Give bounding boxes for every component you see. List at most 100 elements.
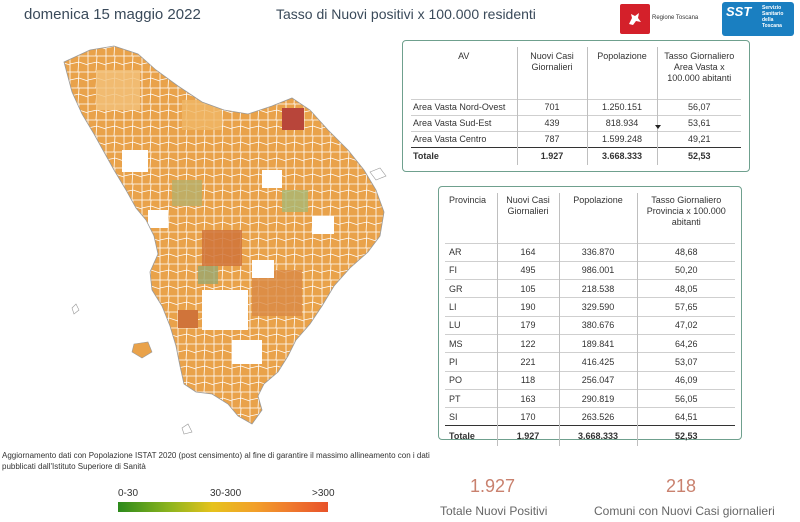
cell-rate: 56,05 <box>636 388 735 408</box>
legend-high-label: >300 <box>312 488 335 499</box>
province-table-body: AR 164 336.870 48,68 FI 495 986.001 50,20 GR 105 2… <box>445 242 735 446</box>
cell-total-label: Totale <box>445 425 497 446</box>
cell-cases: 105 <box>496 279 559 298</box>
cell-total-rate: 52,53 <box>656 146 741 165</box>
report-date: domenica 15 maggio 2022 <box>24 6 201 23</box>
cell-total-population: 3.668.333 <box>586 146 657 165</box>
cell-province: PT <box>445 388 497 408</box>
table-total-row: Totale 1.927 3.668.333 52,53 <box>411 146 741 165</box>
cell-province: SI <box>445 407 497 426</box>
legend-gradient-bar <box>118 502 328 512</box>
cell-province: PI <box>445 352 497 372</box>
cell-population: 818.934 <box>586 114 657 131</box>
col-header-population[interactable]: Popolazione <box>586 47 657 99</box>
cell-population: 329.590 <box>558 297 637 317</box>
update-note: Aggiornamento dati con Popolazione ISTAT… <box>2 451 430 471</box>
color-legend: 0-30 30-300 >300 <box>118 488 335 514</box>
cell-province: MS <box>445 333 497 353</box>
cell-cases: 118 <box>496 370 559 390</box>
cell-total-population: 3.668.333 <box>558 425 637 446</box>
cell-province: LI <box>445 297 497 317</box>
comuni-count-value: 218 <box>666 476 697 496</box>
table-row: Area Vasta Centro 787 1.599.248 49,21 <box>411 130 741 147</box>
table-row: GR 105 218.538 48,05 <box>445 279 735 298</box>
cell-cases: 122 <box>496 333 559 353</box>
table-row: MS 122 189.841 64,26 <box>445 333 735 353</box>
total-positives-value: 1.927 <box>470 476 516 496</box>
table-row: Area Vasta Sud-Est 439 818.934 53,61 <box>411 114 741 131</box>
province-table-panel: Provincia Nuovi Casi Giornalieri Popolaz… <box>438 186 742 446</box>
table-total-row: Totale 1.927 3.668.333 52,53 <box>445 425 735 446</box>
comuni-count-label: Comuni con Nuovi Casi giornalieri <box>594 504 775 518</box>
pegasus-icon <box>629 13 641 25</box>
legend-low-label: 0-30 <box>118 488 139 499</box>
table-row: PI 221 416.425 53,07 <box>445 352 735 372</box>
col-header-population[interactable]: Popolazione <box>558 193 637 243</box>
sst-fullname: Servizio Sanitario della Toscana <box>762 5 784 29</box>
cell-province: FI <box>445 260 497 280</box>
cell-rate: 53,61 <box>656 114 741 131</box>
cell-province: PO <box>445 370 497 390</box>
cell-population: 336.870 <box>558 242 637 262</box>
cell-cases: 701 <box>516 98 587 115</box>
sst-acronym: SST <box>726 4 752 19</box>
cell-province: LU <box>445 315 497 335</box>
cell-rate: 56,07 <box>656 98 741 115</box>
table-row: AR 164 336.870 48,68 <box>445 242 735 262</box>
cell-cases: 221 <box>496 352 559 372</box>
cell-province: GR <box>445 279 497 298</box>
col-header-av[interactable]: AV <box>458 51 470 61</box>
col-header-new-cases[interactable]: Nuovi Casi Giornalieri <box>516 47 587 99</box>
island-gorgona <box>71 303 80 315</box>
regione-badge <box>620 4 650 34</box>
cell-rate: 64,51 <box>636 407 735 426</box>
col-header-province[interactable]: Provincia <box>449 195 487 205</box>
cell-population: 263.526 <box>558 407 637 426</box>
cell-area: Area Vasta Centro <box>411 130 517 147</box>
cell-province: AR <box>445 242 497 262</box>
regione-toscana-logo: Regione Toscana <box>620 4 704 34</box>
province-table: Provincia Nuovi Casi Giornalieri Popolaz… <box>445 193 735 446</box>
cell-total-cases: 1.927 <box>496 425 559 446</box>
cell-population: 380.676 <box>558 315 637 335</box>
col-header-rate[interactable]: Tasso Giornaliero Provincia x 100.000 ab… <box>636 193 735 243</box>
cell-cases: 163 <box>496 388 559 408</box>
cell-rate: 49,21 <box>656 130 741 147</box>
report-headline: Tasso di Nuovi positivi x 100.000 reside… <box>276 6 536 22</box>
sort-descending-icon[interactable] <box>655 125 661 129</box>
table-header-row: Provincia Nuovi Casi Giornalieri Popolaz… <box>445 193 735 243</box>
legend-mid-label: 30-300 <box>210 488 242 499</box>
cell-cases: 179 <box>496 315 559 335</box>
area-vasta-table: AV Nuovi Casi Giornalieri Popolazione Ta… <box>411 47 741 165</box>
table-row: SI 170 263.526 64,51 <box>445 407 735 426</box>
table-row: LI 190 329.590 57,65 <box>445 297 735 317</box>
cell-rate: 64,26 <box>636 333 735 353</box>
enclave-marker <box>369 167 387 181</box>
cell-cases: 170 <box>496 407 559 426</box>
cell-cases: 787 <box>516 130 587 147</box>
cell-population: 416.425 <box>558 352 637 372</box>
regione-name: Regione Toscana <box>652 15 699 21</box>
cell-population: 986.001 <box>558 260 637 280</box>
cell-population: 290.819 <box>558 388 637 408</box>
cell-cases: 164 <box>496 242 559 262</box>
cell-rate: 46,09 <box>636 370 735 390</box>
cell-total-rate: 52,53 <box>636 425 735 446</box>
col-header-rate[interactable]: Tasso Giornaliero Area Vasta x 100.000 a… <box>656 47 741 99</box>
cell-rate: 53,07 <box>636 352 735 372</box>
table-row: PO 118 256.047 46,09 <box>445 370 735 390</box>
tuscany-choropleth-map <box>63 45 387 435</box>
area-vasta-table-panel: AV Nuovi Casi Giornalieri Popolazione Ta… <box>402 40 750 172</box>
cell-total-cases: 1.927 <box>516 146 587 165</box>
table-row: Area Vasta Nord-Ovest 701 1.250.151 56,0… <box>411 98 741 115</box>
cell-rate: 50,20 <box>636 260 735 280</box>
table-row: FI 495 986.001 50,20 <box>445 260 735 280</box>
cell-rate: 47,02 <box>636 315 735 335</box>
cell-population: 256.047 <box>558 370 637 390</box>
col-header-new-cases[interactable]: Nuovi Casi Giornalieri <box>496 193 559 243</box>
cell-cases: 495 <box>496 260 559 280</box>
cell-cases: 190 <box>496 297 559 317</box>
sst-logo: SST Servizio Sanitario della Toscana <box>722 2 794 36</box>
cell-population: 189.841 <box>558 333 637 353</box>
table-header-row: AV Nuovi Casi Giornalieri Popolazione Ta… <box>411 47 741 99</box>
